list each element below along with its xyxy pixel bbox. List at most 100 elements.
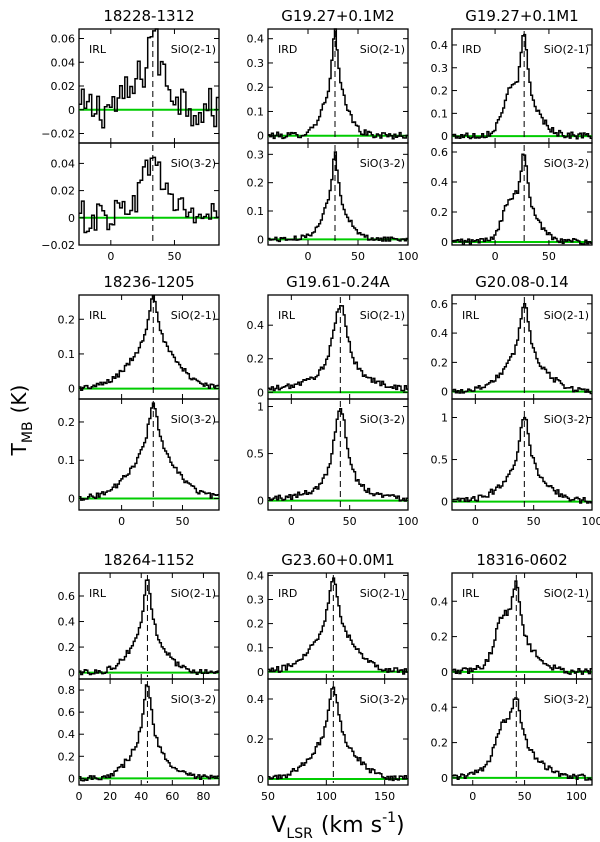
y-tick-label: 0.2 (431, 737, 449, 750)
source-title: 18316-0602 (476, 551, 567, 569)
y-tick-label: 0 (441, 496, 448, 509)
y-tick-label: 0 (257, 666, 264, 679)
y-tick-label: 0 (441, 236, 448, 249)
spectrum-line (268, 686, 408, 782)
x-tick-label: 0 (288, 515, 295, 528)
y-tick-label: 0 (68, 383, 75, 396)
transition-label: SiO(3-2) (544, 693, 589, 706)
y-tick-label: 0.6 (58, 590, 76, 603)
spectrum-line (452, 153, 592, 246)
source-class-label: IRD (278, 587, 297, 600)
transition-label: SiO(2-1) (171, 309, 216, 322)
x-tick-label: 0 (305, 250, 312, 263)
x-tick-label: 50 (261, 790, 275, 803)
spectrum-panel: 0 0.5 1 SiO(3-2) (247, 398, 409, 511)
panel-frame (78, 678, 220, 786)
y-tick-label: 0 (68, 493, 75, 506)
y-tick-label: 0 (441, 666, 448, 679)
source-title: 18236-1205 (103, 273, 194, 291)
y-tick-label: 0 (441, 130, 448, 143)
y-tick-label: 0.6 (431, 146, 449, 159)
transition-label: SiO(2-1) (360, 309, 405, 322)
spectrum-panel: 0 0.1 0.2 0.3 0.4 IRD SiO(2-1) (431, 28, 593, 144)
y-tick-label: 0.6 (58, 706, 76, 719)
spectrum-line (452, 416, 592, 504)
spectrum-panel: −0.02 0 0.02 0.04 SiO(3-2) (41, 142, 220, 252)
panel-frame (78, 398, 220, 511)
x-tick-label: 100 (566, 790, 587, 803)
spectrum-panel: 0 0.2 0.4 0.6 SiO(3-2) (431, 142, 593, 249)
y-tick-label: 0.5 (247, 448, 265, 461)
source-title: G19.61-0.24A (286, 273, 390, 291)
transition-label: SiO(2-1) (544, 587, 589, 600)
transition-label: SiO(3-2) (171, 413, 216, 426)
source-class-label: IRD (462, 43, 481, 56)
x-tick-label: 0 (76, 790, 83, 803)
transition-label: SiO(2-1) (544, 309, 589, 322)
source-block: G23.60+0.0M1 0 0.1 0.2 0.3 0.4 IRD SiO(2-1) 0 0.2… (247, 551, 409, 803)
x-tick-label: 40 (134, 790, 148, 803)
y-tick-label: 0.04 (51, 157, 76, 170)
x-tick-label: 0 (492, 250, 499, 263)
source-title: G23.60+0.0M1 (281, 551, 394, 569)
source-block: 18316-0602 0 0.2 0.4 IRL SiO(2-1) 0 0.2 0.4 SiO(3… (431, 551, 593, 803)
source-class-label: IRL (278, 309, 296, 322)
y-tick-label: 0.02 (51, 185, 76, 198)
spectrum-panel: 0 0.1 0.2 IRL SiO(2-1) (58, 294, 220, 400)
transition-label: SiO(3-2) (544, 157, 589, 170)
y-tick-label: 0.2 (431, 631, 449, 644)
source-class-label: IRL (89, 587, 107, 600)
x-tick-label: 0 (118, 515, 125, 528)
panel-frame (78, 142, 220, 246)
y-tick-label: 0 (68, 772, 75, 785)
y-tick-label: 0.06 (51, 33, 76, 46)
y-tick-label: 0.2 (431, 206, 449, 219)
spectrum-panel: 0 0.1 0.2 0.3 0.4 IRD SiO(2-1) (247, 28, 409, 144)
spectrum-line (79, 295, 219, 391)
spectrum-panel: 0 0.2 0.4 0.6 IRL SiO(2-1) (431, 294, 593, 400)
x-tick-label: 50 (175, 515, 189, 528)
y-tick-label: 0.5 (431, 454, 449, 467)
source-block: G19.27+0.1M2 0 0.1 0.2 0.3 0.4 IRD SiO(2-1) 0 0.1… (247, 7, 419, 263)
y-tick-label: 0.3 (247, 57, 265, 70)
y-tick-label: 0.1 (247, 205, 265, 218)
y-tick-label: 0 (441, 772, 448, 785)
source-title: 18228-1312 (103, 7, 194, 25)
x-tick-label: 150 (374, 790, 395, 803)
transition-label: SiO(3-2) (171, 157, 216, 170)
y-tick-label: 0.2 (247, 733, 265, 746)
spectrum-line (79, 402, 219, 501)
spectrum-panel: 0 0.2 0.4 IRL SiO(2-1) (247, 294, 409, 400)
source-block: G20.08-0.14 0 0.2 0.4 0.6 IRL SiO(2-1) 0 0.5 1 SiO… (431, 273, 600, 528)
y-tick-label: 0.4 (431, 595, 449, 608)
y-axis-title: TMB(K) (7, 385, 36, 457)
spectrum-panel: 0 0.2 0.4 0.6 IRL SiO(2-1) (58, 572, 220, 680)
y-tick-label: 0 (68, 104, 75, 117)
transition-label: SiO(2-1) (171, 587, 216, 600)
y-tick-label: 0.2 (58, 313, 76, 326)
y-tick-label: 1 (257, 401, 264, 414)
panel-frame (451, 142, 593, 246)
x-tick-label: 0 (469, 790, 476, 803)
y-tick-label: 0.1 (431, 107, 449, 120)
x-tick-label: 100 (316, 790, 337, 803)
spectrum-line (268, 151, 408, 243)
source-class-label: IRL (462, 587, 480, 600)
y-tick-label: 0.1 (58, 454, 76, 467)
y-tick-label: 0.4 (431, 39, 449, 52)
y-tick-label: 0.3 (431, 62, 449, 75)
spectrum-line (268, 305, 408, 392)
y-tick-label: 0.2 (247, 177, 265, 190)
spectrum-panel: 0 0.2 0.4 SiO(3-2) (247, 678, 409, 786)
spectrum-panel: 0 0.1 0.2 0.3 SiO(3-2) (247, 142, 409, 246)
spectrum-panel: 0 0.1 0.2 SiO(3-2) (58, 398, 220, 511)
source-title: G19.27+0.1M1 (465, 7, 578, 25)
transition-label: SiO(3-2) (171, 693, 216, 706)
x-tick-label: 0 (107, 250, 114, 263)
y-tick-label: 0.4 (58, 616, 76, 629)
x-tick-label: 50 (527, 515, 541, 528)
x-tick-label: 50 (351, 250, 365, 263)
x-tick-label: 100 (582, 515, 600, 528)
y-tick-label: 0.6 (431, 298, 449, 311)
